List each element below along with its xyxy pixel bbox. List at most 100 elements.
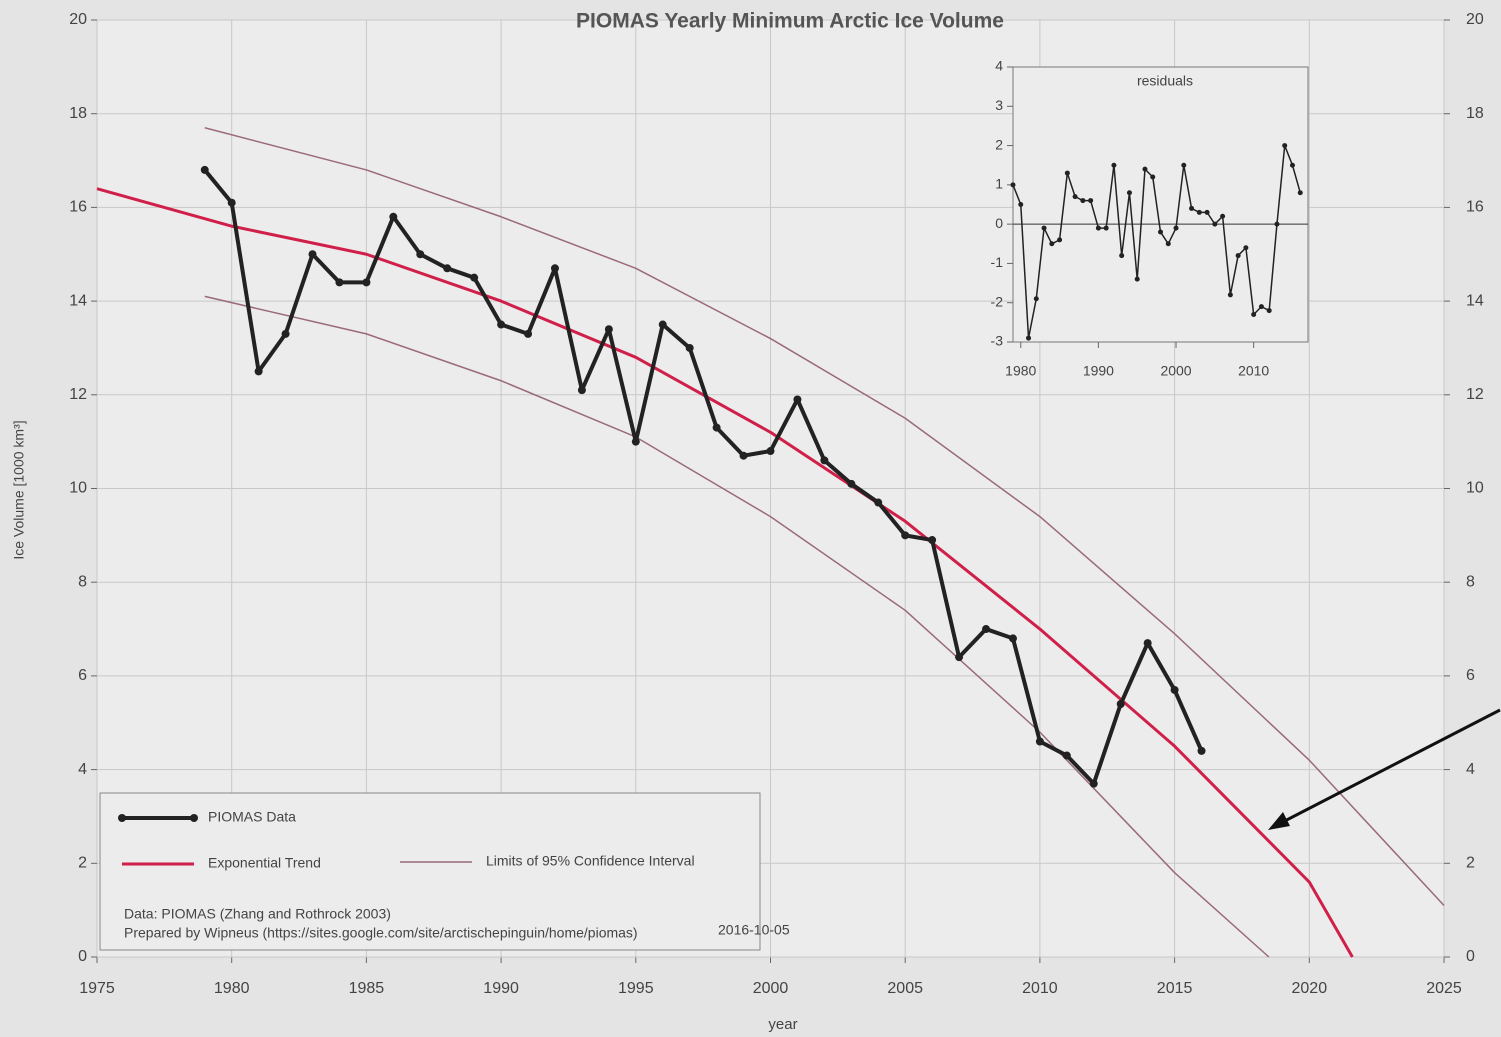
y2-tick-label: 10 (1466, 480, 1484, 497)
data-point (1158, 230, 1163, 235)
data-point (1057, 237, 1062, 242)
data-point (1150, 175, 1155, 180)
data-point (1282, 143, 1287, 148)
data-point (1088, 198, 1093, 203)
data-point (1135, 277, 1140, 282)
note-date: 2016-10-05 (718, 922, 790, 938)
data-point (1198, 747, 1206, 755)
data-point (605, 325, 613, 333)
data-point (928, 536, 936, 544)
x-tick-label: 2010 (1022, 980, 1058, 997)
data-point (1080, 198, 1085, 203)
y-tick-label: -3 (991, 333, 1004, 349)
data-point (1220, 214, 1225, 219)
data-point (1144, 639, 1152, 647)
data-point (1259, 304, 1264, 309)
data-point (686, 344, 694, 352)
data-point (1073, 194, 1078, 199)
data-point (524, 330, 532, 338)
data-point (1142, 167, 1147, 172)
data-point (1251, 312, 1256, 317)
y-tick-label: -2 (991, 293, 1004, 309)
data-point (820, 456, 828, 464)
data-point (470, 274, 478, 282)
data-point (1063, 752, 1071, 760)
page: 1975198019851990199520002005201020152020… (0, 0, 1501, 1037)
data-point (1127, 190, 1132, 195)
data-point (901, 531, 909, 539)
y-tick-label: 16 (69, 199, 87, 216)
inset-box (1013, 67, 1308, 342)
data-point (632, 438, 640, 446)
y2-tick-label: 0 (1466, 948, 1475, 965)
data-point (362, 278, 370, 286)
y-tick-label: 10 (69, 480, 87, 497)
y2-tick-label: 8 (1466, 573, 1475, 590)
data-point (578, 386, 586, 394)
y-tick-label: 20 (69, 11, 87, 28)
data-point (982, 625, 990, 633)
y-tick-label: 6 (78, 667, 87, 684)
y2-tick-label: 6 (1466, 667, 1475, 684)
data-point (389, 213, 397, 221)
data-point (1119, 253, 1124, 258)
data-point (1104, 226, 1109, 231)
data-point (551, 264, 559, 272)
y2-tick-label: 20 (1466, 11, 1484, 28)
data-point (1026, 336, 1031, 341)
x-tick-label: 2005 (887, 980, 923, 997)
y-tick-label: 0 (78, 948, 87, 965)
y-tick-label: -1 (991, 254, 1004, 270)
data-point (1049, 241, 1054, 246)
data-point (713, 424, 721, 432)
y-tick-label: 8 (78, 573, 87, 590)
note: Prepared by Wipneus (https://sites.googl… (124, 925, 638, 941)
data-point (1096, 226, 1101, 231)
y-tick-label: 14 (69, 292, 87, 309)
y-tick-label: 1 (995, 176, 1003, 192)
y-tick-label: 3 (995, 97, 1003, 113)
data-point (1065, 171, 1070, 176)
x-tick-label: 2000 (1160, 363, 1191, 379)
data-point (443, 264, 451, 272)
data-point (847, 480, 855, 488)
y-tick-label: 0 (995, 215, 1003, 231)
data-point (309, 250, 317, 258)
data-point (659, 321, 667, 329)
legend-swatch (118, 814, 126, 822)
x-tick-label: 1990 (483, 980, 519, 997)
data-point (767, 447, 775, 455)
x-tick-label: 1990 (1083, 363, 1114, 379)
legend-label: Limits of 95% Confidence Interval (486, 853, 695, 869)
data-point (1205, 210, 1210, 215)
data-point (740, 452, 748, 460)
data-point (1243, 245, 1248, 250)
data-point (228, 199, 236, 207)
x-tick-label: 2010 (1238, 363, 1269, 379)
data-point (1212, 222, 1217, 227)
legend-swatch (190, 814, 198, 822)
x-tick-label: 1995 (618, 980, 654, 997)
y-tick-label: 2 (995, 136, 1003, 152)
x-tick-label: 2015 (1157, 980, 1193, 997)
chart-title: PIOMAS Yearly Minimum Arctic Ice Volume (576, 10, 1004, 33)
data-point (1236, 253, 1241, 258)
data-point (255, 367, 263, 375)
data-point (955, 653, 963, 661)
legend-label: Exponential Trend (208, 855, 321, 871)
data-point (1197, 210, 1202, 215)
x-tick-label: 1980 (1005, 363, 1036, 379)
y-axis-label: Ice Volume [1000 km³] (11, 420, 27, 559)
y2-tick-label: 18 (1466, 105, 1484, 122)
y2-tick-label: 12 (1466, 386, 1484, 403)
data-point (1011, 182, 1016, 187)
y2-tick-label: 16 (1466, 199, 1484, 216)
inset-title: residuals (1137, 73, 1193, 89)
data-point (1298, 190, 1303, 195)
data-point (1171, 686, 1179, 694)
data-point (1117, 700, 1125, 708)
y2-tick-label: 14 (1466, 292, 1484, 309)
x-tick-label: 2000 (753, 980, 789, 997)
y-tick-label: 2 (78, 855, 87, 872)
data-point (1228, 292, 1233, 297)
